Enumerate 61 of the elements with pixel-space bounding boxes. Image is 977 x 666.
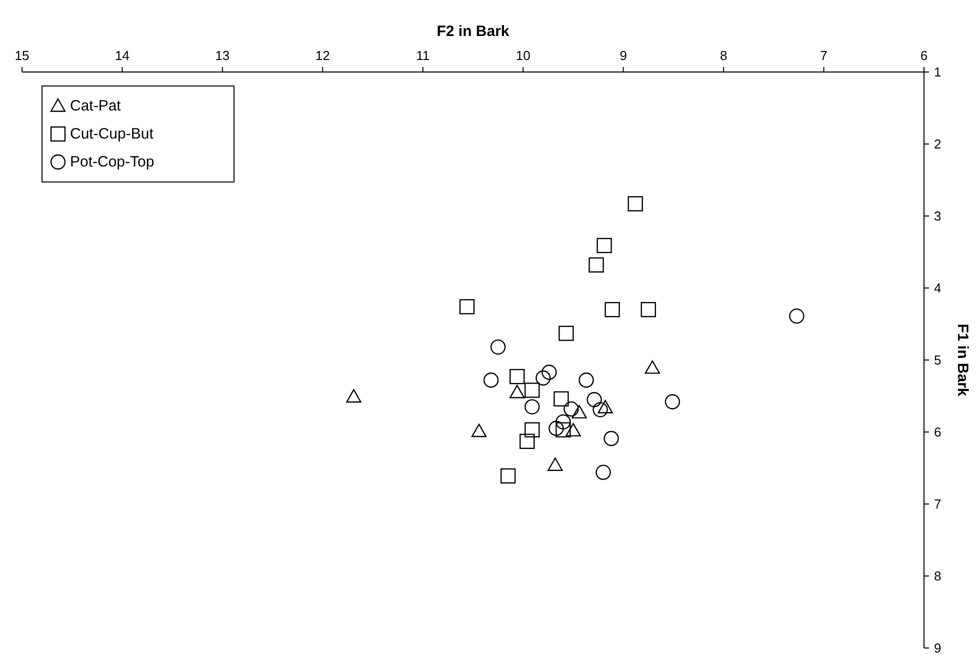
point xyxy=(554,391,569,406)
point xyxy=(644,360,660,374)
y-tick-label: 8 xyxy=(934,568,942,584)
point xyxy=(346,389,362,403)
point xyxy=(558,326,574,341)
x-tick-label: 8 xyxy=(720,48,728,63)
point xyxy=(566,422,581,436)
y-tick-label: 5 xyxy=(934,352,942,368)
point xyxy=(459,299,475,314)
y-tick-label: 7 xyxy=(934,496,942,512)
point xyxy=(578,372,594,388)
x-tick-label: 15 xyxy=(14,48,30,63)
point xyxy=(789,308,804,324)
point xyxy=(471,424,487,438)
point xyxy=(524,382,540,398)
x-tick-label: 9 xyxy=(620,48,627,63)
y-tick-label: 9 xyxy=(934,640,942,656)
point xyxy=(604,302,620,318)
point xyxy=(572,404,587,418)
x-tick-label: 6 xyxy=(920,48,928,63)
point xyxy=(604,430,619,446)
point xyxy=(556,422,571,438)
x-tick-label: 13 xyxy=(215,48,230,63)
point xyxy=(536,370,551,386)
y-tick-label: 6 xyxy=(934,424,942,440)
legend-label: Pot-Cop-Top xyxy=(70,154,154,170)
x-tick-label: 14 xyxy=(114,48,130,63)
y-tick-label: 2 xyxy=(934,136,942,152)
point xyxy=(586,392,602,408)
x-tick-label: 7 xyxy=(820,48,828,63)
point xyxy=(664,394,680,410)
point xyxy=(596,238,612,254)
point xyxy=(510,384,525,398)
point xyxy=(542,364,557,380)
x-tick-label: 10 xyxy=(516,48,530,63)
point xyxy=(588,257,604,273)
point xyxy=(596,464,611,480)
point xyxy=(564,401,579,417)
point xyxy=(483,372,499,388)
point xyxy=(598,400,613,414)
y-tick-label: 3 xyxy=(934,208,942,224)
legend-label: Cat-Pat xyxy=(70,98,122,114)
point xyxy=(524,422,540,438)
point xyxy=(548,420,564,436)
point xyxy=(510,368,525,384)
x-tick-label: 12 xyxy=(315,48,330,63)
point xyxy=(500,468,516,484)
point xyxy=(524,399,540,414)
point xyxy=(556,414,571,430)
x-tick-label: 11 xyxy=(416,48,430,63)
legend-label: Cut-Cup-But xyxy=(70,126,154,142)
y-tick-label: 4 xyxy=(934,280,942,296)
y-tick-label: 1 xyxy=(934,64,942,80)
y-axis-title: F1 in Bark xyxy=(954,324,971,397)
x-axis-title: F2 in Bark xyxy=(436,23,510,40)
point xyxy=(490,339,506,355)
point xyxy=(592,402,608,418)
point xyxy=(520,434,535,449)
point xyxy=(640,302,656,318)
point xyxy=(548,458,563,471)
point xyxy=(628,196,643,212)
